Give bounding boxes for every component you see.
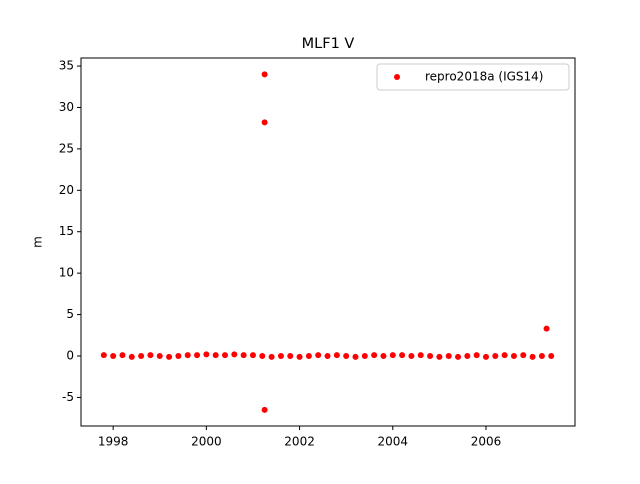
point [538, 352, 545, 359]
point [520, 352, 527, 359]
y-tick-label: 25 [59, 141, 74, 155]
point [156, 352, 163, 359]
point [380, 352, 387, 359]
point [333, 352, 340, 359]
point [128, 353, 135, 360]
point [445, 352, 452, 359]
point [492, 352, 499, 359]
legend-marker [394, 74, 400, 80]
point [543, 325, 550, 332]
x-tick-label: 2004 [378, 435, 409, 449]
point [240, 352, 247, 359]
point [296, 353, 303, 360]
y-tick-label: 30 [59, 100, 74, 114]
point [501, 352, 508, 359]
y-tick-label: 35 [59, 59, 74, 73]
point [249, 352, 256, 359]
point [510, 352, 517, 359]
y-tick-label: 10 [59, 266, 74, 280]
point [231, 351, 238, 358]
point [408, 352, 415, 359]
point [222, 352, 229, 359]
point [464, 352, 471, 359]
point [110, 352, 117, 359]
point [277, 352, 284, 359]
y-tick-label: 15 [59, 224, 74, 238]
point [361, 352, 368, 359]
point [417, 352, 424, 359]
point [436, 353, 443, 360]
point [427, 352, 434, 359]
y-tick-label: -5 [62, 390, 74, 404]
point [166, 353, 173, 360]
point [194, 352, 201, 359]
point [138, 352, 145, 359]
point [261, 71, 268, 78]
point [203, 351, 210, 358]
point [305, 352, 312, 359]
legend-label: repro2018a (IGS14) [425, 70, 543, 84]
point [371, 352, 378, 359]
point [529, 353, 536, 360]
y-tick-label: 5 [66, 307, 74, 321]
point [268, 353, 275, 360]
point [261, 119, 268, 126]
point [315, 352, 322, 359]
point [175, 352, 182, 359]
point [119, 352, 126, 359]
point [455, 353, 462, 360]
point [287, 352, 294, 359]
point [100, 352, 107, 359]
point [212, 352, 219, 359]
point [324, 352, 331, 359]
y-tick-label: 20 [59, 183, 74, 197]
legend-box [376, 63, 570, 91]
point [259, 352, 266, 359]
y-axis-label: m [31, 236, 45, 248]
point [352, 353, 359, 360]
point [482, 353, 489, 360]
point [261, 406, 268, 413]
point [184, 352, 191, 359]
x-tick-label: 2006 [471, 435, 502, 449]
x-tick-label: 2000 [191, 435, 222, 449]
point [473, 352, 480, 359]
x-tick-label: 1998 [98, 435, 129, 449]
point [389, 352, 396, 359]
point [399, 352, 406, 359]
plot-frame [80, 57, 576, 427]
point [343, 352, 350, 359]
point [548, 352, 555, 359]
y-tick-label: 0 [66, 348, 74, 362]
point [147, 352, 154, 359]
x-tick-label: 2002 [284, 435, 315, 449]
chart-title: MLF1 V [302, 36, 355, 52]
